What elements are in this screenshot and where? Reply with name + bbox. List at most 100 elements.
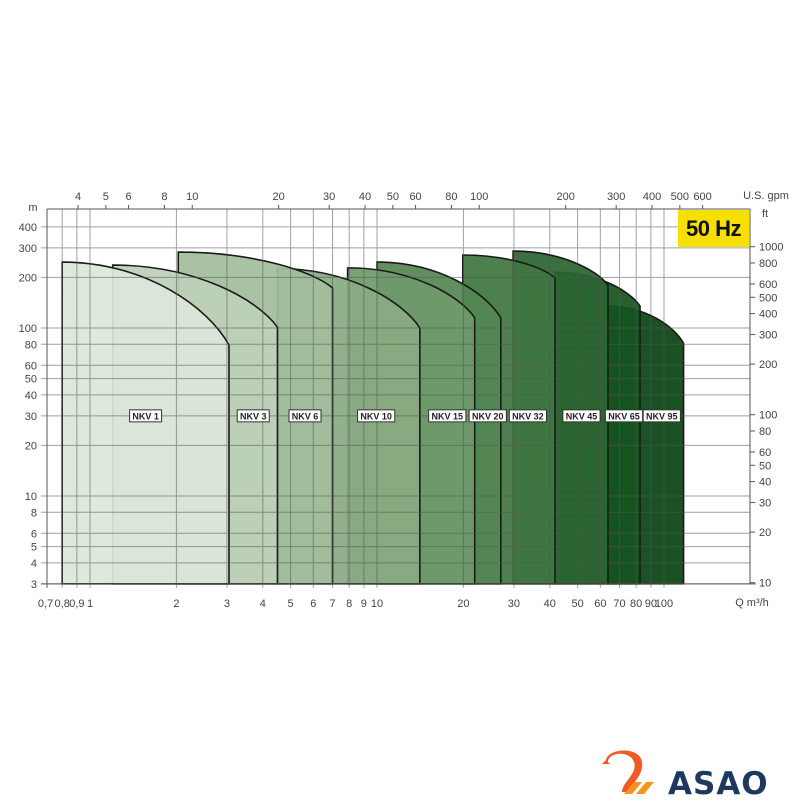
x-tick-label: 100 [655, 598, 673, 610]
pump-label-text: NKV 45 [566, 411, 598, 421]
y-tick-label: 30 [25, 411, 37, 423]
pump-label: NKV 15 [428, 409, 467, 423]
pump-label-text: NKV 95 [646, 411, 678, 421]
x-tick-label: 6 [310, 598, 316, 610]
x-axis-label: Q m³/h [735, 597, 769, 609]
asao-logo [602, 750, 654, 794]
x-tick-label: 90 [645, 598, 657, 610]
y2-tick-label: 800 [759, 258, 777, 270]
x2-tick-label: 40 [359, 191, 371, 203]
pump-label-text: NKV 20 [472, 411, 504, 421]
pump-label: NKV 6 [288, 409, 322, 423]
x-tick-label: 0,9 [69, 598, 84, 610]
y2-tick-label: 40 [759, 477, 771, 489]
y-tick-label: 3 [31, 579, 37, 591]
y-tick-label: 40 [25, 390, 37, 402]
pump-label-box [604, 409, 644, 423]
y-tick-label: 80 [25, 339, 37, 351]
y-tick-label: 100 [19, 323, 37, 335]
x-tick-label: 40 [544, 598, 556, 610]
x2-axis-label: U.S. gpm [743, 190, 789, 202]
y-tick-label: 4 [31, 558, 37, 570]
x-tick-label: 20 [457, 598, 469, 610]
x2-tick-label: 200 [556, 191, 574, 203]
y-tick-label: 10 [25, 491, 37, 503]
x-tick-label: 80 [630, 598, 642, 610]
y2-tick-label: 600 [759, 279, 777, 291]
logo-text: ASAO [668, 766, 769, 802]
y2-tick-label: 20 [759, 527, 771, 539]
pump-label: NKV 3 [236, 409, 270, 423]
pump-label-box [357, 409, 396, 423]
x2-tick-label: 10 [186, 191, 198, 203]
pump-label-box [562, 409, 601, 423]
pump-label: NKV 20 [468, 409, 507, 423]
x2-tick-label: 20 [273, 191, 285, 203]
swan-icon [602, 750, 643, 792]
y2-tick-label: 50 [759, 460, 771, 472]
pump-label: NKV 45 [562, 409, 601, 423]
x2-tick-label: 300 [607, 191, 625, 203]
x2-tick-label: 500 [671, 191, 689, 203]
y2-tick-label: 10 [759, 578, 771, 590]
x2-tick-label: 5 [103, 191, 109, 203]
y-axis-label: m [28, 202, 37, 214]
pump-label-box [428, 409, 467, 423]
y2-tick-label: 30 [759, 498, 771, 510]
pump-label-text: NKV 3 [240, 411, 267, 421]
grid-overlay [41, 209, 750, 588]
x2-tick-label: 8 [161, 191, 167, 203]
y-tick-label: 20 [25, 440, 37, 452]
y-tick-label: 300 [19, 243, 37, 255]
x-tick-label: 70 [613, 598, 625, 610]
frequency-badge: 50 Hz [678, 210, 749, 247]
pump-label-text: NKV 10 [360, 411, 392, 421]
y-tick-label: 5 [31, 542, 37, 554]
y-tick-label: 6 [31, 528, 37, 540]
y2-axis-label: ft [762, 208, 768, 220]
pump-label: NKV 65 [604, 409, 644, 423]
x-tick-label: 50 [571, 598, 583, 610]
y2-tick-label: 80 [759, 426, 771, 438]
pump-label-text: NKV 6 [292, 411, 319, 421]
x-tick-label: 30 [508, 598, 520, 610]
pump-labels: NKV 1 NKV 3 NKV 6 NKV 10 NKV 15 NKV 20 NKV 32 N… [129, 409, 681, 423]
y2-tick-label: 60 [759, 447, 771, 459]
x2-tick-label: 4 [75, 191, 81, 203]
pump-label-text: NKV 32 [512, 411, 544, 421]
y2-tick-label: 300 [759, 330, 777, 342]
x-tick-label: 3 [224, 598, 230, 610]
x-tick-label: 0,7 [38, 598, 53, 610]
x2-tick-label: 100 [470, 191, 488, 203]
x-tick-label: 7 [329, 598, 335, 610]
x-tick-label: 2 [173, 598, 179, 610]
y-tick-label: 60 [25, 360, 37, 372]
pump-label: NKV 10 [357, 409, 396, 423]
x-tick-label: 0,8 [55, 598, 70, 610]
x2-tick-label: 30 [323, 191, 335, 203]
x-tick-label: 5 [288, 598, 294, 610]
x-tick-label: 9 [361, 598, 367, 610]
x-tick-label: 4 [260, 598, 266, 610]
pump-label-box [642, 409, 681, 423]
y2-tick-label: 400 [759, 309, 777, 321]
x2-tick-label: 400 [643, 191, 661, 203]
x-tick-label: 10 [371, 598, 383, 610]
pump-label-box [236, 409, 270, 423]
pump-label-box [288, 409, 322, 423]
pump-label-text: NKV 1 [132, 411, 159, 421]
y-tick-label: 400 [19, 222, 37, 234]
pump-label-box [508, 409, 547, 423]
x2-tick-label: 50 [387, 191, 399, 203]
y2-tick-label: 200 [759, 359, 777, 371]
y-tick-label: 8 [31, 507, 37, 519]
pump-label: NKV 1 [129, 409, 163, 423]
y-tick-label: 200 [19, 272, 37, 284]
y2-tick-label: 100 [759, 410, 777, 422]
x2-tick-label: 80 [445, 191, 457, 203]
pump-label-box [129, 409, 163, 423]
x2-tick-label: 600 [693, 191, 711, 203]
pump-label-text: NKV 65 [608, 411, 640, 421]
